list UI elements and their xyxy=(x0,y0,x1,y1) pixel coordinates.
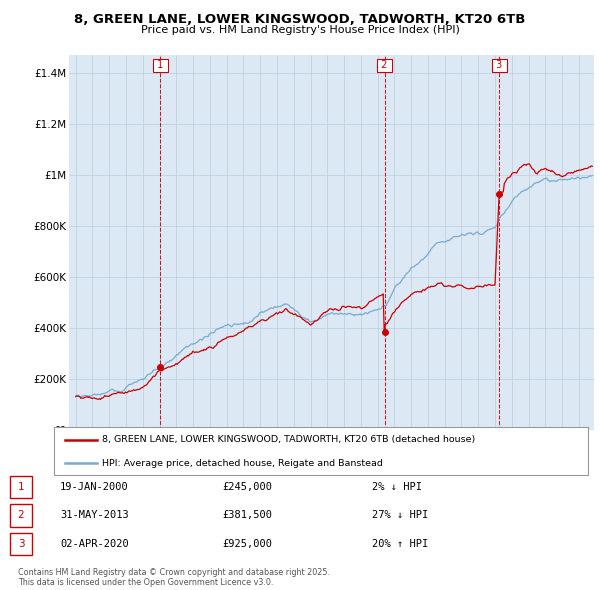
FancyBboxPatch shape xyxy=(54,427,588,475)
Text: 8, GREEN LANE, LOWER KINGSWOOD, TADWORTH, KT20 6TB (detached house): 8, GREEN LANE, LOWER KINGSWOOD, TADWORTH… xyxy=(102,435,475,444)
Text: 3: 3 xyxy=(493,61,505,70)
Text: 1: 1 xyxy=(154,61,167,70)
Text: £925,000: £925,000 xyxy=(222,539,272,549)
Text: 02-APR-2020: 02-APR-2020 xyxy=(60,539,129,549)
Text: Contains HM Land Registry data © Crown copyright and database right 2025.
This d: Contains HM Land Registry data © Crown c… xyxy=(18,568,330,587)
FancyBboxPatch shape xyxy=(10,533,32,555)
Text: 3: 3 xyxy=(17,539,25,549)
Text: 2: 2 xyxy=(379,61,391,70)
FancyBboxPatch shape xyxy=(10,504,32,527)
Text: 8, GREEN LANE, LOWER KINGSWOOD, TADWORTH, KT20 6TB: 8, GREEN LANE, LOWER KINGSWOOD, TADWORTH… xyxy=(74,13,526,26)
Text: 31-MAY-2013: 31-MAY-2013 xyxy=(60,510,129,520)
Text: 2: 2 xyxy=(17,510,25,520)
Text: 1: 1 xyxy=(17,482,25,492)
Text: 2% ↓ HPI: 2% ↓ HPI xyxy=(372,482,422,492)
Text: Price paid vs. HM Land Registry's House Price Index (HPI): Price paid vs. HM Land Registry's House … xyxy=(140,25,460,35)
Text: £381,500: £381,500 xyxy=(222,510,272,520)
Text: HPI: Average price, detached house, Reigate and Banstead: HPI: Average price, detached house, Reig… xyxy=(102,458,383,467)
Text: 27% ↓ HPI: 27% ↓ HPI xyxy=(372,510,428,520)
Text: 20% ↑ HPI: 20% ↑ HPI xyxy=(372,539,428,549)
Text: £245,000: £245,000 xyxy=(222,482,272,492)
FancyBboxPatch shape xyxy=(10,476,32,498)
Text: 19-JAN-2000: 19-JAN-2000 xyxy=(60,482,129,492)
